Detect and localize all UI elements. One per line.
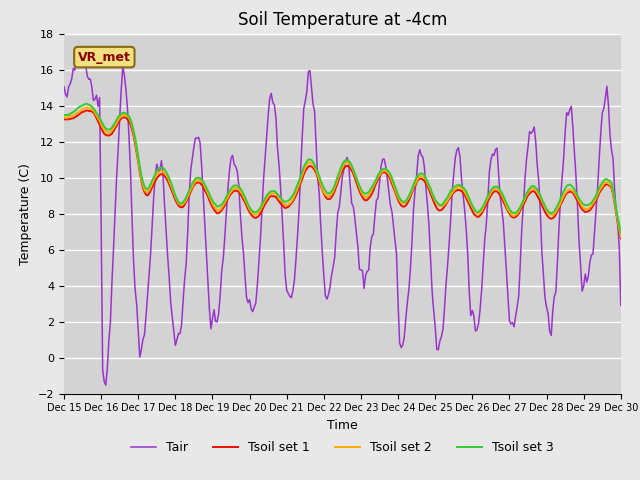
Title: Soil Temperature at -4cm: Soil Temperature at -4cm <box>237 11 447 29</box>
Line: Tsoil set 2: Tsoil set 2 <box>64 108 621 237</box>
Tsoil set 1 <box>397 203 405 208</box>
Tsoil set 1 <box>165 181 173 187</box>
Text: VR_met: VR_met <box>78 50 131 63</box>
Tair <box>552 289 559 295</box>
Legend: Tair, Tsoil set 1, Tsoil set 2, Tsoil set 3: Tair, Tsoil set 1, Tsoil set 2, Tsoil se… <box>126 436 559 459</box>
Tsoil set 2 <box>76 109 83 115</box>
Line: Tair: Tair <box>64 47 621 385</box>
Tsoil set 1 <box>76 111 83 117</box>
Tsoil set 1 <box>60 116 68 122</box>
Tsoil set 1 <box>83 108 91 113</box>
Tsoil set 2 <box>379 168 387 174</box>
Tair <box>102 382 109 388</box>
Tair <box>380 156 388 162</box>
Tsoil set 3 <box>550 208 558 214</box>
Tsoil set 3 <box>617 229 625 235</box>
Tair <box>399 342 406 348</box>
Tair <box>60 84 68 90</box>
Line: Tsoil set 3: Tsoil set 3 <box>64 104 621 232</box>
Tsoil set 2 <box>60 115 68 120</box>
Tsoil set 2 <box>397 200 405 205</box>
Line: Tsoil set 1: Tsoil set 1 <box>64 110 621 238</box>
Tsoil set 2 <box>550 211 558 217</box>
Tair <box>167 300 175 306</box>
Tair <box>77 53 85 59</box>
Tsoil set 1 <box>550 214 558 220</box>
Tsoil set 3 <box>379 166 387 172</box>
Tair <box>617 302 625 308</box>
Tair <box>74 44 82 49</box>
Tsoil set 2 <box>83 105 91 110</box>
Tsoil set 3 <box>165 175 173 181</box>
Tsoil set 1 <box>410 186 417 192</box>
Tair <box>412 187 419 193</box>
Tsoil set 2 <box>165 178 173 184</box>
Tsoil set 1 <box>617 235 625 241</box>
Tsoil set 3 <box>83 101 91 107</box>
Tsoil set 3 <box>60 112 68 118</box>
Tsoil set 1 <box>379 169 387 175</box>
Tsoil set 2 <box>617 234 625 240</box>
X-axis label: Time: Time <box>327 419 358 432</box>
Tsoil set 3 <box>410 181 417 187</box>
Y-axis label: Temperature (C): Temperature (C) <box>19 163 32 264</box>
Tsoil set 3 <box>76 104 83 109</box>
Tsoil set 2 <box>410 184 417 190</box>
Tsoil set 3 <box>397 197 405 203</box>
